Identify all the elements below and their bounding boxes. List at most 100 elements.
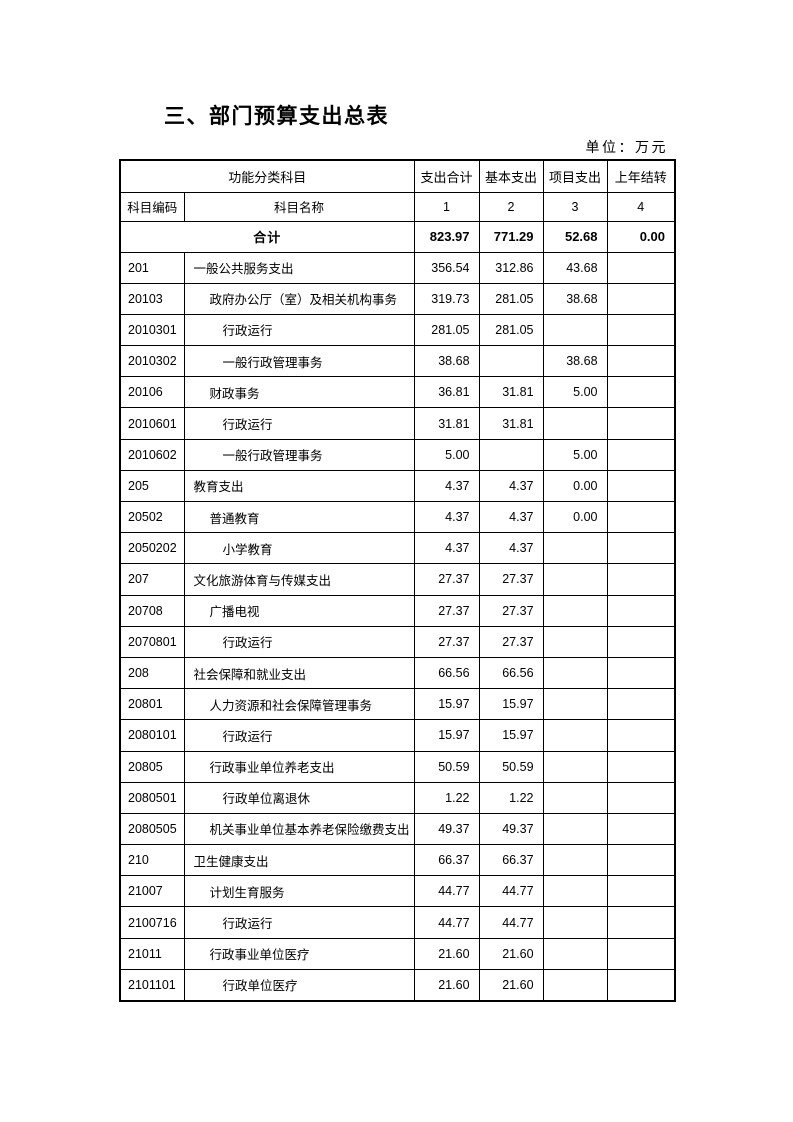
header-col-number-1: 1 [413, 191, 480, 222]
project-expense-cell [542, 719, 608, 752]
expense-total-cell: 66.56 [413, 656, 480, 690]
subject-code-cell: 20103 [119, 282, 185, 315]
basic-expense-cell: 44.77 [478, 875, 544, 908]
project-expense-cell: 0.00 [542, 500, 608, 534]
expense-total-cell: 27.37 [413, 563, 480, 596]
table-row: 20103 政府办公厅（室）及相关机构事务 319.73 281.05 38.68 [119, 282, 676, 315]
project-expense-cell [542, 407, 608, 440]
basic-expense-cell: 4.37 [478, 532, 544, 565]
subject-code-cell: 210 [119, 844, 185, 877]
subject-code-cell: 2100716 [119, 906, 185, 939]
subject-name-cell: 行政事业单位医疗 [183, 937, 415, 970]
subject-name-cell: 卫生健康支出 [183, 844, 415, 877]
carryover-cell [606, 438, 676, 471]
subject-code-cell: 20106 [119, 376, 185, 409]
expense-total-cell: 5.00 [413, 438, 480, 471]
basic-expense-cell: 66.37 [478, 844, 544, 877]
project-expense-cell [542, 625, 608, 658]
project-expense-cell [542, 906, 608, 939]
carryover-cell [606, 781, 676, 814]
carryover-cell [606, 875, 676, 908]
subject-name-cell: 行政事业单位养老支出 [183, 750, 415, 783]
total-project-expense-cell: 52.68 [542, 220, 608, 253]
subject-code-cell: 205 [119, 469, 185, 503]
project-expense-cell [542, 875, 608, 908]
expense-total-cell: 4.37 [413, 469, 480, 503]
subject-code-cell: 20801 [119, 688, 185, 721]
table-row: 2010301 行政运行 281.05 281.05 [119, 313, 676, 347]
subject-code-cell: 2010301 [119, 313, 185, 347]
subject-name-cell: 机关事业单位基本养老保险缴费支出 [183, 812, 415, 846]
project-expense-cell: 43.68 [542, 251, 608, 284]
header-carryover: 上年结转 [606, 159, 676, 193]
basic-expense-cell: 50.59 [478, 750, 544, 783]
header-func-category: 功能分类科目 [119, 159, 415, 193]
subject-name-cell: 行政运行 [183, 625, 415, 658]
basic-expense-cell: 15.97 [478, 719, 544, 752]
subject-name-cell: 教育支出 [183, 469, 415, 503]
subject-code-cell: 207 [119, 563, 185, 596]
project-expense-cell [542, 750, 608, 783]
project-expense-cell [542, 781, 608, 814]
carryover-cell [606, 594, 676, 627]
unit-label: 单位：万元 [585, 140, 668, 156]
basic-expense-cell: 4.37 [478, 500, 544, 534]
subject-name-cell: 社会保障和就业支出 [183, 656, 415, 690]
carryover-cell [606, 625, 676, 658]
subject-name-cell: 行政运行 [183, 313, 415, 347]
carryover-cell [606, 844, 676, 877]
expense-total-cell: 356.54 [413, 251, 480, 284]
carryover-cell [606, 469, 676, 503]
expense-total-cell: 4.37 [413, 532, 480, 565]
subject-code-cell: 201 [119, 251, 185, 284]
project-expense-cell [542, 844, 608, 877]
carryover-cell [606, 906, 676, 939]
carryover-cell [606, 937, 676, 970]
carryover-cell [606, 407, 676, 440]
carryover-cell [606, 968, 676, 1002]
subject-code-cell: 2101101 [119, 968, 185, 1002]
subject-name-cell: 小学教育 [183, 532, 415, 565]
basic-expense-cell: 31.81 [478, 407, 544, 440]
table-row: 20106 财政事务 36.81 31.81 5.00 [119, 376, 676, 409]
expense-total-cell: 66.37 [413, 844, 480, 877]
carryover-cell [606, 750, 676, 783]
subject-code-cell: 20805 [119, 750, 185, 783]
subject-name-cell: 财政事务 [183, 376, 415, 409]
budget-expenditure-table: 功能分类科目 支出合计 基本支出 项目支出 上年结转 科目编码 科目名称 1 2… [119, 159, 677, 1002]
header-subject-name: 科目名称 [183, 191, 415, 222]
basic-expense-cell: 21.60 [478, 968, 544, 1002]
basic-expense-cell: 21.60 [478, 937, 544, 970]
project-expense-cell [542, 532, 608, 565]
header-col-number-4: 4 [606, 191, 676, 222]
subject-code-cell: 2010602 [119, 438, 185, 471]
subject-code-cell: 20502 [119, 500, 185, 534]
table-row: 20801 人力资源和社会保障管理事务 15.97 15.97 [119, 688, 676, 721]
page-title: 三、部门预算支出总表 [164, 105, 389, 128]
table-row: 201 一般公共服务支出 356.54 312.86 43.68 [119, 251, 676, 284]
header-project-expense: 项目支出 [542, 159, 608, 193]
header-col-number-2: 2 [478, 191, 544, 222]
project-expense-cell: 0.00 [542, 469, 608, 503]
project-expense-cell [542, 968, 608, 1002]
expense-total-cell: 21.60 [413, 968, 480, 1002]
expense-total-cell: 27.37 [413, 594, 480, 627]
project-expense-cell: 38.68 [542, 345, 608, 378]
total-row: 合计 823.97 771.29 52.68 0.00 [119, 220, 676, 253]
expense-total-cell: 31.81 [413, 407, 480, 440]
basic-expense-cell: 31.81 [478, 376, 544, 409]
expense-total-cell: 50.59 [413, 750, 480, 783]
total-expense-total-cell: 823.97 [413, 220, 480, 253]
project-expense-cell [542, 563, 608, 596]
subject-name-cell: 行政单位医疗 [183, 968, 415, 1002]
subject-name-cell: 广播电视 [183, 594, 415, 627]
carryover-cell [606, 313, 676, 347]
project-expense-cell [542, 594, 608, 627]
expense-total-cell: 21.60 [413, 937, 480, 970]
expense-total-cell: 1.22 [413, 781, 480, 814]
subject-code-cell: 20708 [119, 594, 185, 627]
total-basic-expense-cell: 771.29 [478, 220, 544, 253]
basic-expense-cell: 281.05 [478, 313, 544, 347]
table-row: 2050202 小学教育 4.37 4.37 [119, 532, 676, 565]
subject-name-cell: 人力资源和社会保障管理事务 [183, 688, 415, 721]
